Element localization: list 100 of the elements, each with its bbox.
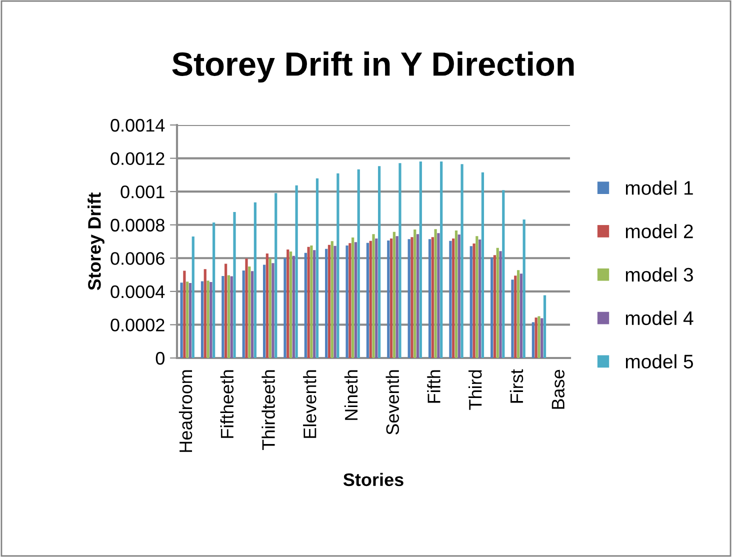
bar [499, 251, 502, 358]
x-tick-label: Eleventh [303, 370, 316, 438]
bar [452, 238, 455, 358]
bar [476, 236, 478, 358]
legend-label: model 4 [626, 310, 694, 326]
bar [224, 264, 228, 358]
bar [437, 233, 440, 358]
bar [222, 276, 224, 358]
bar [520, 274, 522, 358]
bar [408, 239, 410, 358]
bar [268, 258, 272, 358]
bar [357, 169, 360, 358]
x-tick-label: Third [468, 370, 482, 410]
bar [186, 282, 189, 358]
bar [352, 238, 354, 358]
y-tick-label: 0.0014 [110, 118, 165, 132]
bar [478, 240, 482, 358]
bar [310, 245, 313, 358]
bar [248, 266, 251, 358]
bar [230, 276, 233, 358]
bar [532, 322, 534, 358]
bar [346, 245, 348, 358]
bar [284, 258, 286, 358]
bar [272, 263, 274, 358]
chart-title: Storey Drift in Y Direction [172, 51, 574, 83]
bar [325, 248, 328, 358]
bar [313, 250, 316, 358]
x-tick-label: Thirdteeth [262, 370, 275, 450]
bar [348, 243, 352, 358]
bar [336, 173, 340, 358]
bar [354, 242, 358, 358]
bar [274, 193, 278, 358]
x-tick-label: Fiftheeth [220, 370, 234, 438]
bar [490, 258, 494, 358]
bar [522, 220, 526, 358]
bar [472, 243, 476, 358]
bar [372, 234, 375, 358]
bar [516, 270, 520, 358]
bar [502, 190, 505, 358]
bar [493, 255, 496, 358]
bar [416, 234, 420, 358]
bar [212, 222, 216, 358]
legend-label: model 3 [626, 267, 693, 282]
bar [396, 236, 398, 358]
legend-label: model 2 [626, 224, 693, 238]
bar [392, 232, 396, 358]
bar [266, 253, 268, 358]
bar [183, 270, 186, 358]
bar [458, 234, 460, 358]
bar [307, 246, 310, 358]
bar [434, 229, 437, 358]
bar [540, 318, 544, 358]
legend-label: model 5 [626, 354, 694, 368]
x-tick-label: Fifth [427, 370, 440, 403]
bar [387, 240, 390, 358]
bar [206, 280, 210, 358]
bar [210, 282, 212, 358]
y-tick-label: 0.0002 [110, 318, 164, 332]
bar [192, 236, 194, 358]
bar [454, 230, 458, 358]
bar [204, 269, 206, 358]
y-tick-label: 0.001 [120, 186, 164, 198]
bar [369, 240, 372, 358]
bar [543, 295, 546, 358]
x-tick-label: Headroom [178, 370, 192, 452]
y-tick-label: 0.0012 [110, 152, 164, 166]
bar [286, 249, 290, 358]
bar [375, 238, 378, 358]
x-axis-title: Stories [343, 472, 404, 486]
bar [316, 178, 319, 358]
y-tick-label: 0.0004 [110, 285, 165, 298]
bar [419, 161, 422, 358]
bar [245, 258, 248, 358]
bar [398, 163, 402, 358]
bar [180, 282, 183, 358]
bar [227, 275, 230, 358]
bar [496, 248, 499, 358]
bar [242, 270, 245, 358]
y-tick-label: 0.0008 [110, 218, 164, 232]
bar [233, 212, 236, 358]
bar [514, 276, 517, 358]
bar [534, 318, 538, 358]
bar [414, 230, 416, 358]
bar [390, 238, 393, 358]
bar [460, 164, 464, 358]
bar [428, 239, 432, 358]
bar [410, 237, 414, 358]
bar [470, 246, 472, 358]
bar [295, 185, 298, 358]
bar [304, 252, 307, 358]
bar [188, 282, 192, 358]
bar [449, 240, 452, 358]
bar [431, 237, 434, 358]
bar [330, 241, 334, 358]
x-tick-label: Nineth [344, 370, 358, 420]
bar [440, 161, 443, 358]
bar [378, 166, 381, 358]
y-axis-title: Storey Drift [88, 192, 104, 290]
bar [200, 281, 204, 358]
bar [328, 244, 331, 358]
